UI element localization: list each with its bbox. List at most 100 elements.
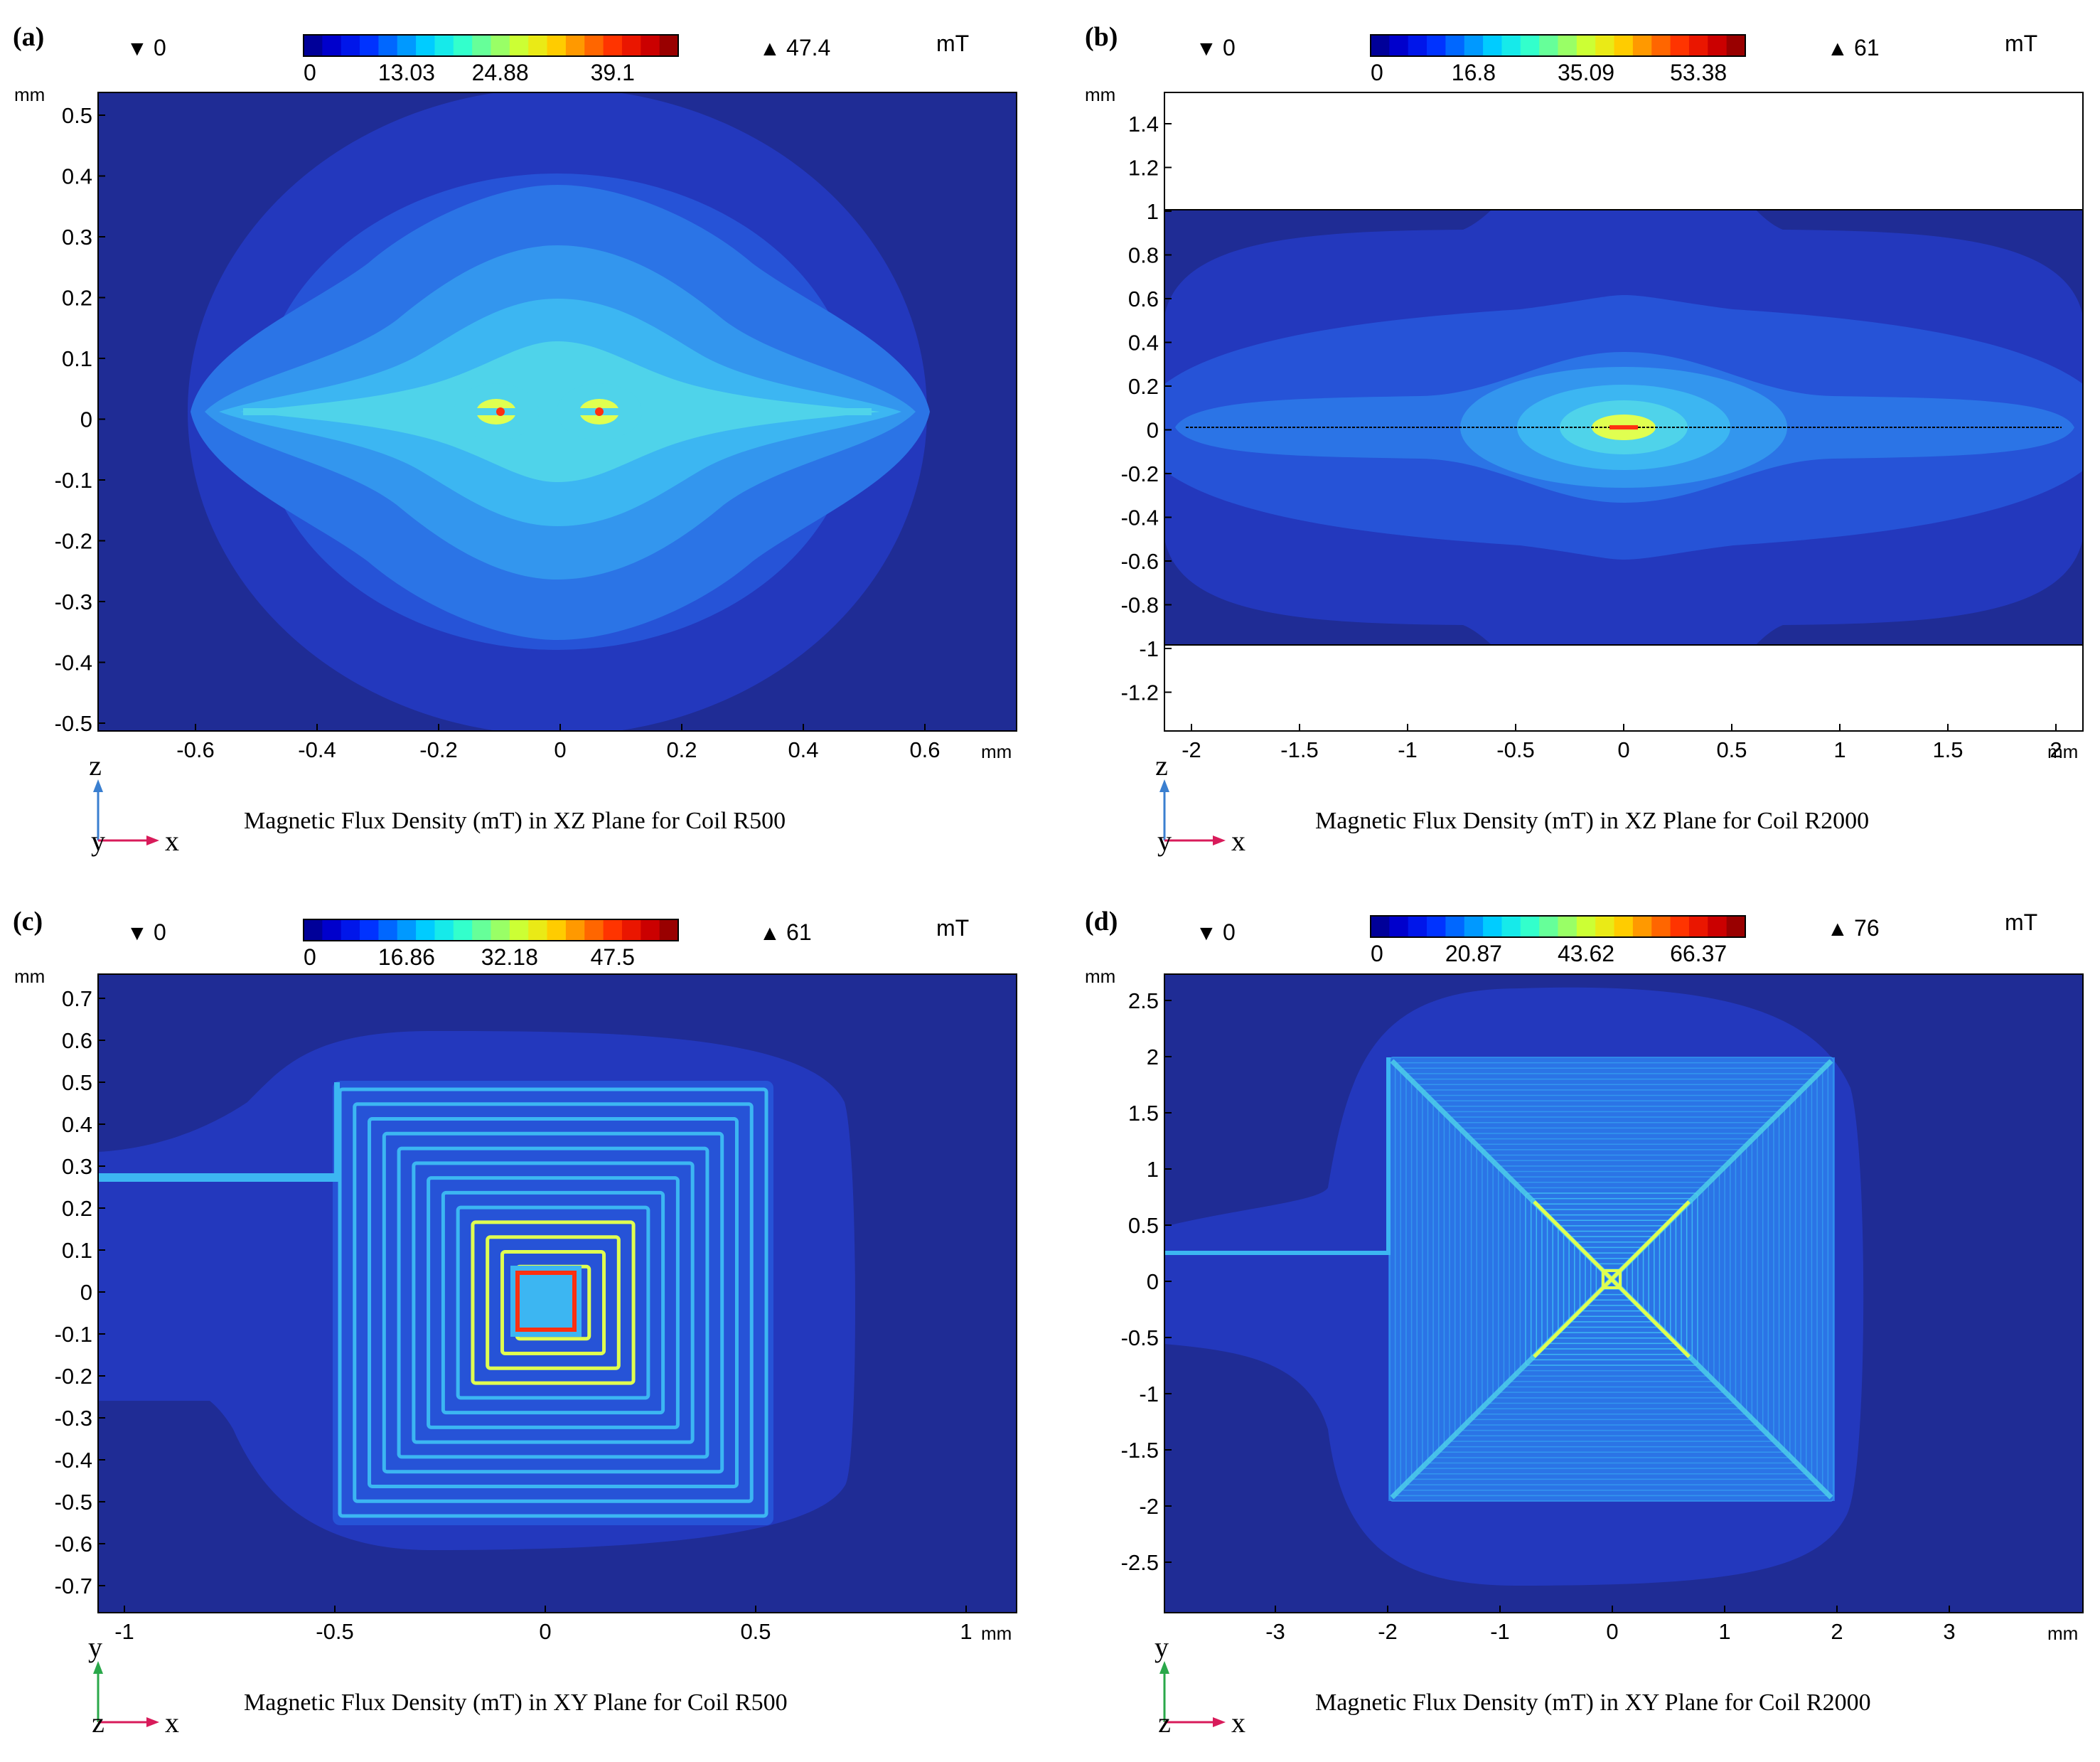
spiral-turn: [1492, 1160, 1731, 1399]
colorbar-tick-label: 0: [304, 60, 316, 85]
vertical-axis-label: z: [1155, 749, 1168, 781]
panel-a: (a) ▼ 0 ▲ 47.4 mT 0 13.03 24.88 39.1 mm 0.5…: [13, 22, 1017, 857]
plot-frame: [97, 92, 1017, 732]
y-tick-label: -0.1: [55, 1322, 92, 1347]
colorbar-step: [491, 919, 510, 941]
y-tick-label: -0.3: [55, 1406, 92, 1431]
vertical-arrowhead: [93, 1661, 103, 1674]
panel-title: Magnetic Flux Density (mT) in XY Plane f…: [1315, 1689, 1871, 1716]
y-axis: 0.5 0.4 0.3 0.2 0.1 0 -0.1 -0.2 -0.3 -0.4 -0.5: [55, 103, 105, 736]
colorbar-step: [621, 35, 641, 56]
y-tick-label: 0.2: [1128, 374, 1159, 399]
spiral-turn: [500, 1249, 606, 1356]
panel-c: (c) ▼ 0 ▲ 61 mT 0 16.86 32.18 47.5 mm 0.70.…: [13, 907, 1017, 1739]
colorbar-step: [304, 919, 323, 941]
spiral-turn: [1590, 1257, 1634, 1301]
colorbar-tick-label: 39.1: [591, 60, 635, 85]
colorbar-step: [1408, 35, 1427, 56]
colorbar-max-label: ▲ 76: [1827, 915, 1880, 941]
y-tick-label: 0.3: [62, 225, 92, 250]
field-peak: [1609, 425, 1638, 429]
y-tick-label: -1.2: [1121, 680, 1159, 705]
horizontal-axis-label: x: [1231, 825, 1245, 857]
colorbar-step: [378, 919, 398, 941]
y-axis: 0.7 0.6 0.5 0.4 0.3 0.2 0.1 0 -0.1 -0.2 -0.3 -0.4 -0…: [55, 986, 105, 1598]
panel-title: Magnetic Flux Density (mT) in XZ Plane f…: [244, 808, 786, 834]
colorbar-step: [341, 35, 360, 56]
y-tick-label: 0: [1147, 418, 1159, 443]
spiral-turn: [1470, 1138, 1753, 1421]
x-axis: -0.6 -0.4 -0.2 0 0.2 0.4 0.6: [176, 724, 941, 762]
colorbar-step: [1614, 35, 1634, 56]
colorbar-step: [1651, 35, 1671, 56]
colorbar-tick-label: 35.09: [1558, 60, 1614, 85]
y-tick-label: 0.6: [1128, 287, 1159, 311]
x-tick-label: 0: [1606, 1619, 1618, 1644]
spiral-turn: [471, 1220, 636, 1385]
spiral-turn: [456, 1205, 650, 1400]
vertical-arrowhead: [93, 779, 103, 792]
spiral-turn: [1427, 1094, 1796, 1464]
x-axis: -3 -2 -1 0 1 2 3: [1265, 1606, 1956, 1644]
y-tick-label: 1.4: [1128, 112, 1159, 137]
colorbar-step: [1483, 35, 1503, 56]
spiral-turn: [1514, 1181, 1710, 1377]
horizontal-axis-label: x: [165, 1707, 179, 1739]
y-tick-label: 0.5: [62, 103, 92, 128]
spiral-turn: [1579, 1246, 1644, 1312]
colorbar-step: [1539, 916, 1559, 937]
y-tick-label: 0: [1147, 1269, 1159, 1294]
y-tick-label: -0.1: [55, 468, 92, 493]
y-tick-label: -0.4: [55, 651, 92, 676]
colorbar-ticks: 0 20.87 43.62 66.37: [1371, 941, 1727, 966]
spiral-turn: [397, 1146, 709, 1459]
spiral-turn: [1574, 1242, 1649, 1317]
colorbar-step: [472, 919, 492, 941]
colorbar-ticks: 0 16.8 35.09 53.38: [1371, 60, 1727, 85]
colorbar-min-label: ▼ 0: [1196, 919, 1236, 945]
x-tick-label: 0: [1617, 737, 1629, 762]
spiral-turn: [1541, 1209, 1682, 1350]
x-tick-label: -2: [1182, 737, 1201, 762]
colorbar-step: [1389, 916, 1409, 937]
colorbar-step: [1614, 916, 1634, 937]
colorbar-step: [491, 35, 510, 56]
axis-triad: y x z: [1155, 1631, 1245, 1739]
y-tick-label: 1: [1147, 1157, 1159, 1182]
y-tick-label: 0.4: [62, 164, 92, 189]
colorbar-step: [360, 35, 379, 56]
colorbar-frame: [303, 34, 679, 57]
y-tick-label: -0.5: [55, 711, 92, 736]
y-tick-label: 0.6: [62, 1028, 92, 1053]
colorbar-step: [1632, 916, 1652, 937]
panel-d: (d) ▼ 0 ▲ 76 mT 0 20.87 43.62 66.37 mm 2.52…: [1085, 907, 2084, 1739]
colorbar-step: [1389, 35, 1409, 56]
x-tick-label: -1: [1490, 1619, 1510, 1644]
colorbar: [303, 34, 679, 57]
colorbar-step: [1708, 916, 1727, 937]
panel-label: (d): [1085, 907, 1118, 936]
y-tick-label: 0.1: [62, 346, 92, 371]
colorbar-step: [1483, 916, 1503, 937]
colorbar-step: [1501, 916, 1521, 937]
colorbar-step: [509, 35, 529, 56]
colorbar: [1370, 915, 1746, 938]
spiral-turn: [1432, 1100, 1791, 1458]
y-tick-label: 0.2: [62, 1196, 92, 1221]
x-tick-label: -0.4: [298, 737, 336, 762]
panel-title: Magnetic Flux Density (mT) in XY Plane f…: [244, 1689, 788, 1716]
spiral-turn: [1519, 1187, 1704, 1372]
colorbar-tick-label: 0: [1371, 60, 1383, 85]
y-tick-label: 0: [80, 1280, 92, 1305]
lead-trace: [1164, 1251, 1391, 1255]
colorbar-step: [1726, 916, 1746, 937]
spiral-turn: [1389, 1057, 1834, 1502]
colorbar-tick-label: 16.86: [378, 944, 435, 970]
y-tick-label: 0.3: [62, 1154, 92, 1179]
spiral-turn: [1546, 1214, 1677, 1345]
y-axis-unit: mm: [1085, 966, 1115, 987]
horizontal-arrowhead: [1213, 835, 1226, 845]
y-tick-label: 0: [80, 407, 92, 432]
spiral-turn: [427, 1176, 680, 1429]
